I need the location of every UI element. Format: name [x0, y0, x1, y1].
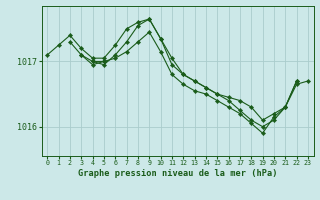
X-axis label: Graphe pression niveau de la mer (hPa): Graphe pression niveau de la mer (hPa) — [78, 169, 277, 178]
